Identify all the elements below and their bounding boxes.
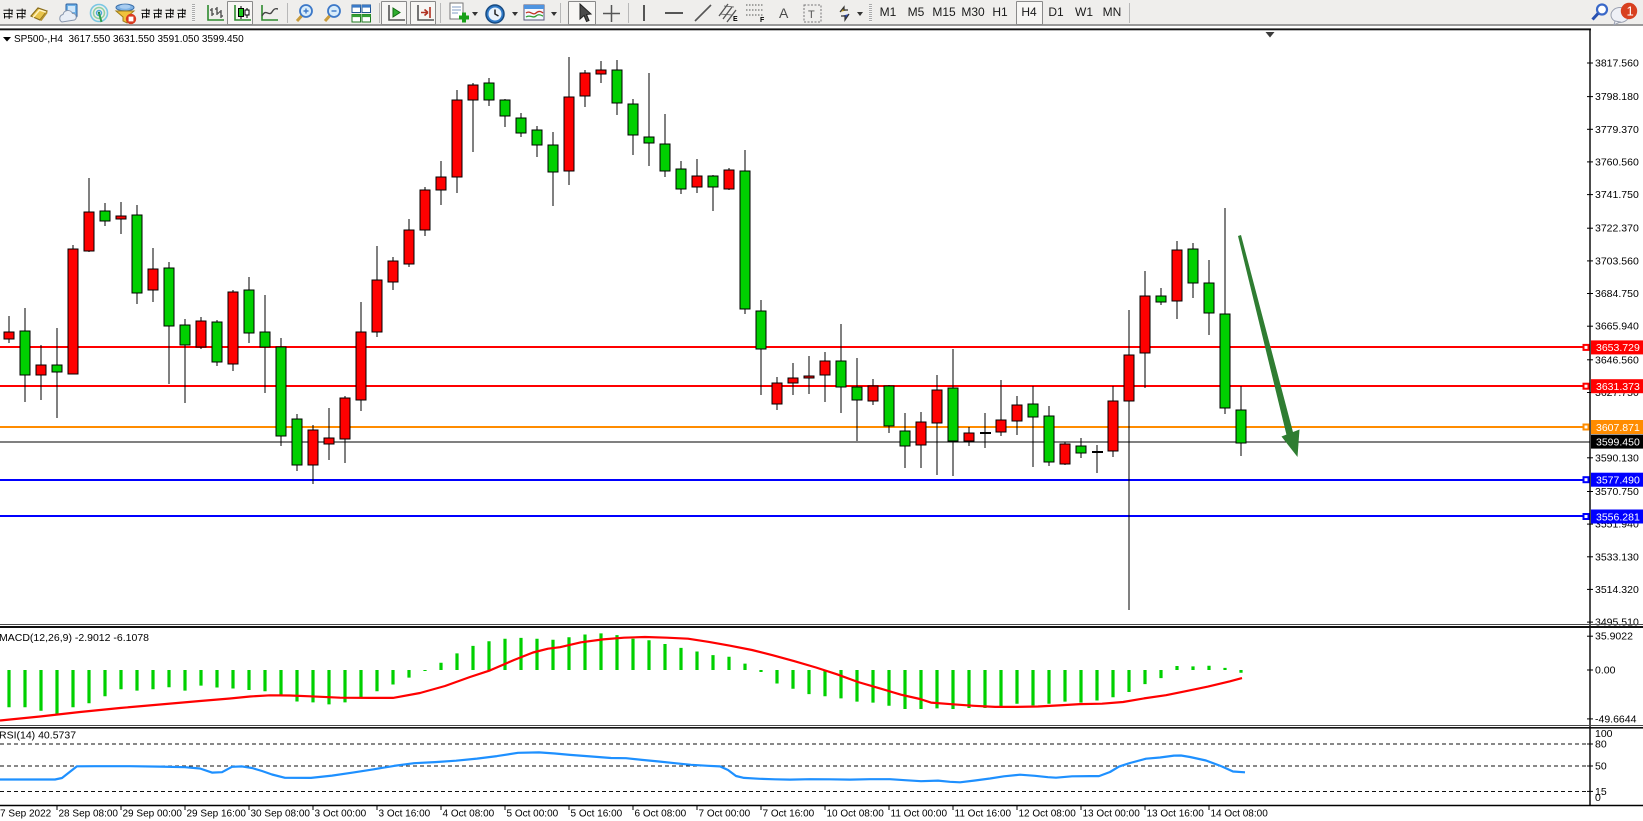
svg-text:3779.370: 3779.370 — [1595, 124, 1639, 136]
svg-text:7 Oct 00:00: 7 Oct 00:00 — [699, 809, 751, 820]
svg-text:11 Oct 00:00: 11 Oct 00:00 — [891, 809, 948, 820]
svg-text:SP500-,H4 3617.550 3631.550 3: SP500-,H4 3617.550 3631.550 3591.050 359… — [14, 34, 244, 45]
svg-text:7 Oct 16:00: 7 Oct 16:00 — [763, 809, 815, 820]
svg-text:35.9022: 35.9022 — [1595, 631, 1633, 643]
svg-text:3631.373: 3631.373 — [1596, 381, 1640, 393]
svg-text:3570.750: 3570.750 — [1595, 486, 1639, 498]
svg-text:3653.729: 3653.729 — [1596, 342, 1640, 354]
svg-text:28 Sep 08:00: 28 Sep 08:00 — [59, 809, 119, 820]
svg-text:3556.281: 3556.281 — [1596, 511, 1640, 523]
svg-text:MACD(12,26,9) -2.9012 -6.1078: MACD(12,26,9) -2.9012 -6.1078 — [0, 632, 149, 644]
svg-text:10 Oct 08:00: 10 Oct 08:00 — [827, 809, 885, 820]
svg-text:80: 80 — [1595, 739, 1607, 751]
svg-text:15: 15 — [1595, 786, 1607, 798]
svg-text:3514.320: 3514.320 — [1595, 584, 1639, 596]
svg-text:29 Sep 00:00: 29 Sep 00:00 — [123, 809, 183, 820]
svg-text:4 Oct 08:00: 4 Oct 08:00 — [443, 809, 495, 820]
svg-text:3760.560: 3760.560 — [1595, 156, 1639, 168]
svg-text:3 Oct 00:00: 3 Oct 00:00 — [315, 809, 367, 820]
svg-text:50: 50 — [1595, 761, 1607, 773]
svg-text:3 Oct 16:00: 3 Oct 16:00 — [379, 809, 431, 820]
svg-text:5 Oct 00:00: 5 Oct 00:00 — [507, 809, 559, 820]
svg-text:30 Sep 08:00: 30 Sep 08:00 — [251, 809, 311, 820]
svg-text:6 Oct 08:00: 6 Oct 08:00 — [635, 809, 687, 820]
svg-text:27 Sep 2022: 27 Sep 2022 — [0, 809, 52, 820]
svg-text:12 Oct 08:00: 12 Oct 08:00 — [1019, 809, 1077, 820]
svg-text:14 Oct 08:00: 14 Oct 08:00 — [1211, 809, 1269, 820]
svg-text:T: T — [808, 9, 815, 21]
svg-text:F: F — [760, 17, 765, 23]
svg-text:3599.450: 3599.450 — [1596, 436, 1640, 448]
svg-text:3684.750: 3684.750 — [1595, 288, 1639, 300]
svg-text:RSI(14) 40.5737: RSI(14) 40.5737 — [0, 730, 76, 742]
svg-text:1: 1 — [1627, 4, 1634, 19]
svg-text:29 Sep 16:00: 29 Sep 16:00 — [187, 809, 247, 820]
svg-text:13 Oct 00:00: 13 Oct 00:00 — [1083, 809, 1141, 820]
svg-text:-49.6644: -49.6644 — [1595, 713, 1637, 725]
svg-text:E: E — [733, 16, 738, 23]
svg-text:3798.180: 3798.180 — [1595, 91, 1639, 103]
svg-text:3607.871: 3607.871 — [1596, 422, 1640, 434]
svg-text:3703.560: 3703.560 — [1595, 255, 1639, 267]
svg-text:3665.940: 3665.940 — [1595, 321, 1639, 333]
svg-text:3741.750: 3741.750 — [1595, 189, 1639, 201]
svg-text:11 Oct 16:00: 11 Oct 16:00 — [955, 809, 1012, 820]
svg-text:0.00: 0.00 — [1595, 665, 1616, 677]
svg-text:100: 100 — [1595, 728, 1613, 740]
svg-text:3646.560: 3646.560 — [1595, 354, 1639, 366]
svg-text:3577.490: 3577.490 — [1596, 475, 1640, 487]
svg-text:5 Oct 16:00: 5 Oct 16:00 — [571, 809, 623, 820]
svg-text:3817.560: 3817.560 — [1595, 58, 1639, 70]
svg-text:3590.130: 3590.130 — [1595, 452, 1639, 464]
svg-text:3495.510: 3495.510 — [1595, 617, 1639, 629]
svg-text:0: 0 — [1595, 792, 1601, 804]
svg-text:13 Oct 16:00: 13 Oct 16:00 — [1147, 809, 1205, 820]
svg-text:3722.370: 3722.370 — [1595, 223, 1639, 235]
svg-text:3533.130: 3533.130 — [1595, 551, 1639, 563]
